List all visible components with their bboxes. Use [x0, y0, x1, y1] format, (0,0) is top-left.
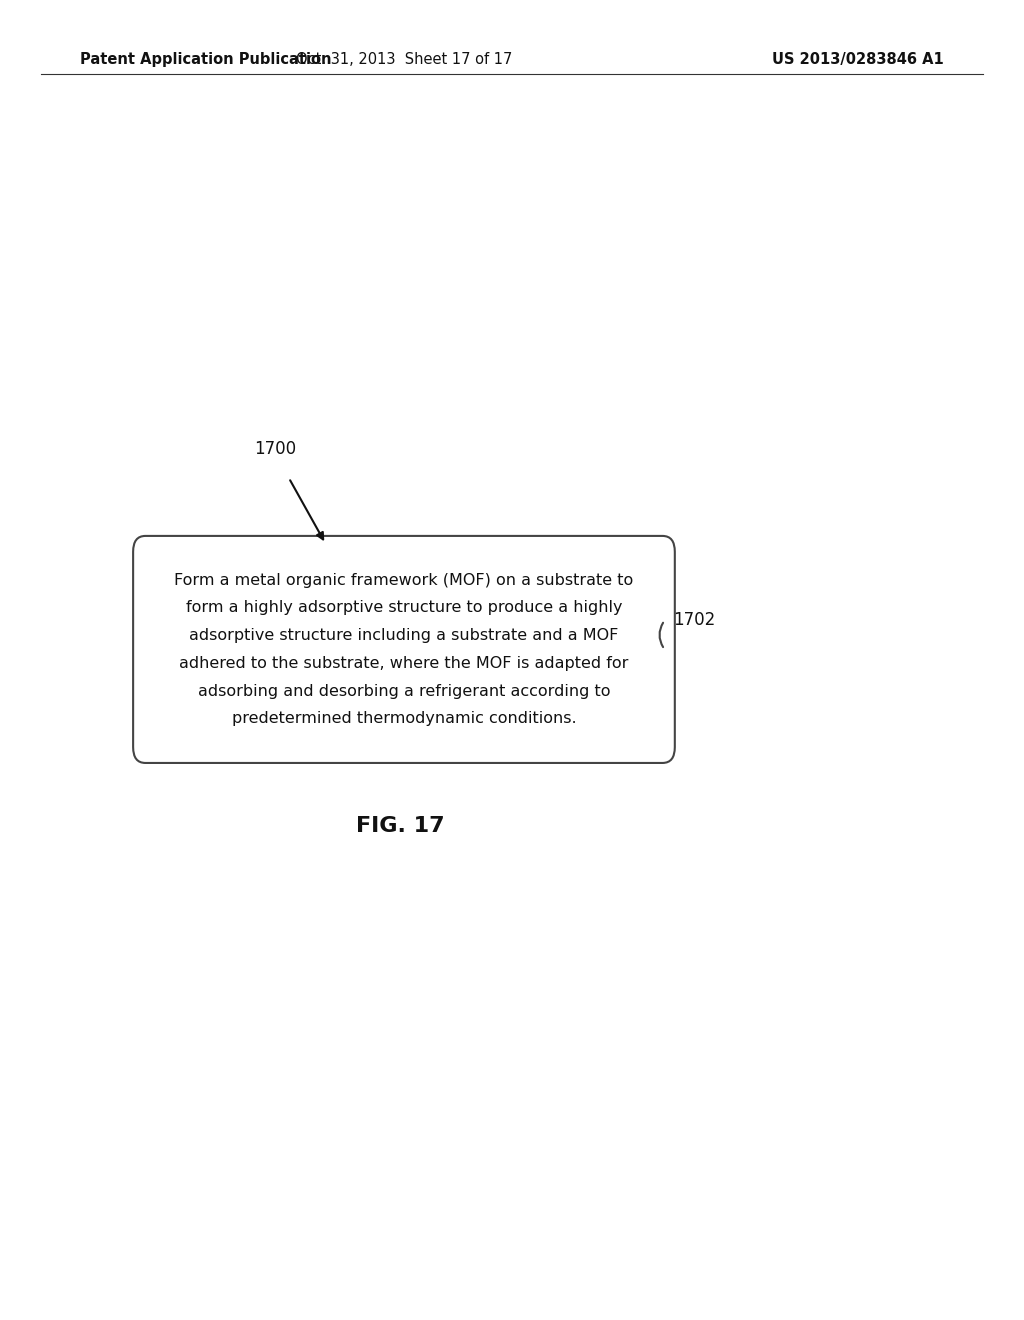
FancyBboxPatch shape [133, 536, 675, 763]
Text: Oct. 31, 2013  Sheet 17 of 17: Oct. 31, 2013 Sheet 17 of 17 [296, 51, 513, 67]
Text: Form a metal organic framework (MOF) on a substrate to: Form a metal organic framework (MOF) on … [174, 573, 634, 587]
Text: adsorptive structure including a substrate and a MOF: adsorptive structure including a substra… [189, 628, 618, 643]
Text: form a highly adsorptive structure to produce a highly: form a highly adsorptive structure to pr… [185, 601, 623, 615]
Text: Patent Application Publication: Patent Application Publication [80, 51, 332, 67]
Text: adsorbing and desorbing a refrigerant according to: adsorbing and desorbing a refrigerant ac… [198, 684, 610, 698]
Text: adhered to the substrate, where the MOF is adapted for: adhered to the substrate, where the MOF … [179, 656, 629, 671]
Text: 1702: 1702 [673, 611, 715, 630]
Text: predetermined thermodynamic conditions.: predetermined thermodynamic conditions. [231, 711, 577, 726]
Text: FIG. 17: FIG. 17 [356, 816, 444, 837]
Text: US 2013/0283846 A1: US 2013/0283846 A1 [772, 51, 944, 67]
Text: 1700: 1700 [254, 440, 296, 458]
